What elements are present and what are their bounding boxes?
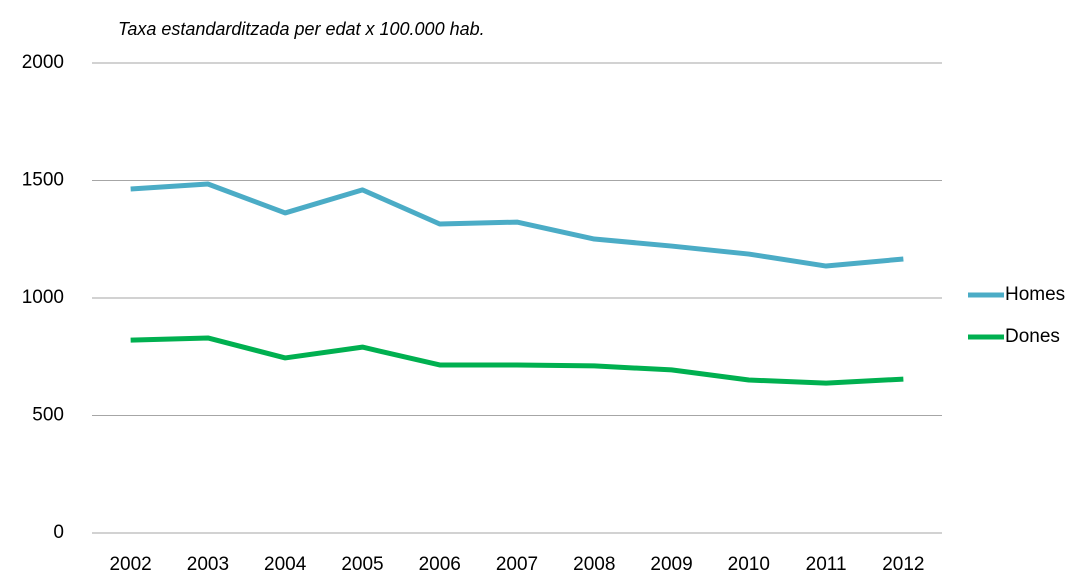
y-tick-label: 0: [53, 522, 64, 543]
x-tick-label: 2011: [806, 554, 847, 575]
legend-label: Dones: [1005, 326, 1060, 347]
y-tick-label: 2000: [22, 52, 64, 73]
x-tick-label: 2004: [264, 554, 307, 575]
data-line: [130, 181, 904, 269]
chart-title: Taxa estandarditzada per edat x 100.000 …: [118, 19, 485, 39]
x-tick-label: 2008: [573, 554, 615, 575]
y-tick-label: 1500: [22, 170, 64, 191]
x-tick-label: 2005: [341, 554, 383, 575]
y-tick-label: 1000: [22, 287, 64, 308]
x-tick-label: 2010: [728, 554, 770, 575]
x-tick-label: 2007: [496, 554, 538, 575]
x-tick-label: 2006: [419, 554, 461, 575]
legend-label: Homes: [1005, 284, 1065, 305]
x-tick-label: 2003: [187, 554, 229, 575]
x-tick-label: 2012: [882, 554, 924, 575]
x-tick-label: 2002: [109, 554, 151, 575]
x-tick-label: 2009: [650, 554, 692, 575]
data-line: [130, 335, 904, 386]
y-tick-label: 500: [32, 405, 64, 426]
